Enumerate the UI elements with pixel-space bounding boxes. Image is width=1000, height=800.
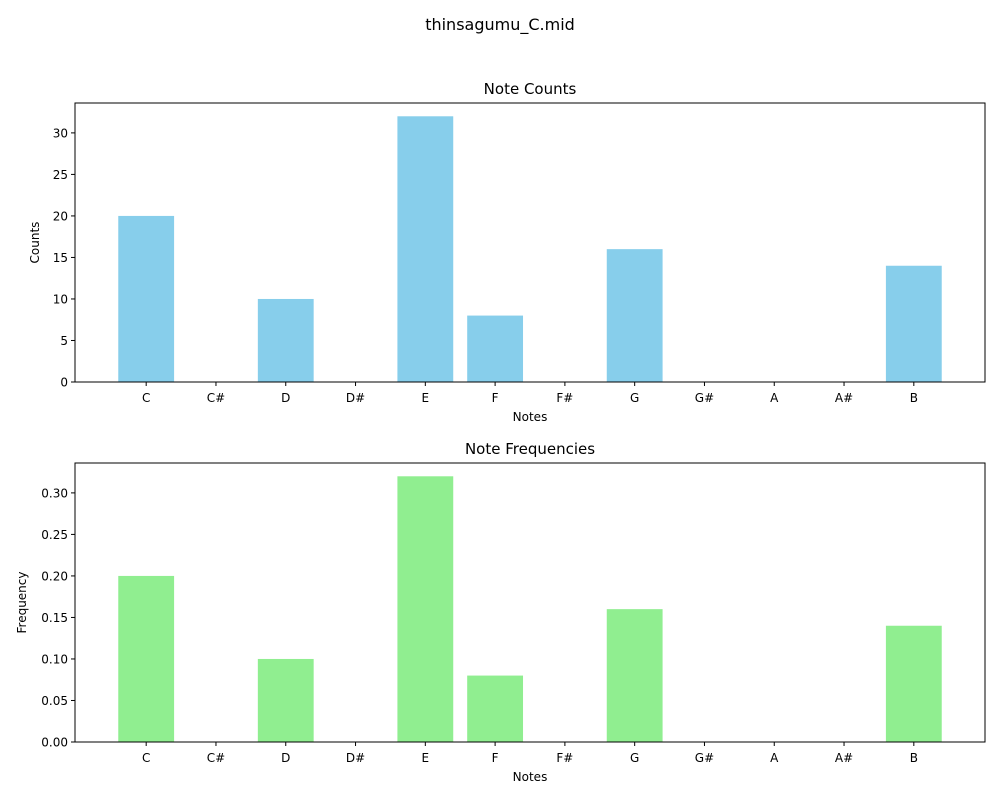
freq-ytick-label-3: 0.15 <box>41 611 68 625</box>
counts-bar-d <box>257 298 314 382</box>
freq-y-axis-label: Frequency <box>15 572 29 634</box>
counts-axes-frame <box>74 102 986 383</box>
freq-xtick-label-g-sharp: G# <box>695 751 714 765</box>
counts-xtick-label-d-sharp: D# <box>346 391 365 405</box>
freq-xtick-label-a-sharp: A# <box>835 751 853 765</box>
figure-suptitle: thinsagumu_C.mid <box>425 15 575 35</box>
freq-x-axis-label: Notes <box>513 770 548 784</box>
freq-bar-c <box>118 575 175 742</box>
counts-ytick-label-5: 25 <box>53 168 68 182</box>
freq-xtick-label-b: B <box>910 751 918 765</box>
counts-bar-f <box>467 315 524 382</box>
counts-ytick-label-4: 20 <box>53 209 68 223</box>
freq-axes-frame <box>74 462 986 743</box>
counts-xtick-label-b: B <box>910 391 918 405</box>
counts-ytick-label-3: 15 <box>53 251 68 265</box>
freq-xtick-label-f-sharp: F# <box>556 751 573 765</box>
counts-xtick-label-g-sharp: G# <box>695 391 714 405</box>
counts-x-axis-label: Notes <box>513 410 548 424</box>
counts-ytick-label-0: 0 <box>60 376 68 390</box>
freq-ytick-label-6: 0.30 <box>41 486 68 500</box>
counts-ytick-label-2: 10 <box>53 292 68 306</box>
counts-xtick-label-a-sharp: A# <box>835 391 853 405</box>
freq-bar-g <box>606 609 663 742</box>
freq-xtick-label-c-sharp: C# <box>207 751 225 765</box>
freq-xtick-label-e: E <box>422 751 430 765</box>
freq-bar-f <box>467 675 524 742</box>
counts-bar-b <box>885 265 942 382</box>
note-frequencies-chart: C C# D D# E F F# G G# A A# B 0.00 0.05 0.10 0.15 0.20 0.2… <box>15 440 986 784</box>
counts-xtick-label-c: C <box>142 391 150 405</box>
freq-ytick-label-5: 0.25 <box>41 528 68 542</box>
counts-xtick-label-d: D <box>281 391 290 405</box>
freq-ytick-label-4: 0.20 <box>41 569 68 583</box>
counts-bar-g <box>606 249 663 382</box>
freq-ytick-label-1: 0.05 <box>41 694 68 708</box>
freq-xtick-label-f: F <box>492 751 499 765</box>
counts-ytick-label-1: 5 <box>60 334 68 348</box>
counts-chart-title: Note Counts <box>484 80 577 98</box>
counts-xtick-label-a: A <box>770 391 779 405</box>
counts-bar-c <box>118 215 175 382</box>
counts-xtick-label-e: E <box>422 391 430 405</box>
note-counts-chart: C C# D D# E F F# G G# A A# B 0 5 10 15 20 25 30 Note Counts… <box>28 80 986 424</box>
freq-xtick-label-a: A <box>770 751 779 765</box>
freq-bar-e <box>397 476 454 742</box>
freq-ytick-label-0: 0.00 <box>41 736 68 750</box>
counts-y-axis-label: Counts <box>28 222 42 264</box>
freq-xtick-label-g: G <box>630 751 639 765</box>
freq-chart-title: Note Frequencies <box>465 440 595 458</box>
freq-ytick-label-2: 0.10 <box>41 652 68 666</box>
counts-xtick-label-c-sharp: C# <box>207 391 225 405</box>
freq-xtick-label-d: D <box>281 751 290 765</box>
freq-bar-d <box>257 658 314 742</box>
freq-bar-b <box>885 625 942 742</box>
counts-xtick-label-f-sharp: F# <box>556 391 573 405</box>
counts-xtick-label-f: F <box>492 391 499 405</box>
freq-xtick-label-c: C <box>142 751 150 765</box>
counts-xtick-label-g: G <box>630 391 639 405</box>
counts-ytick-label-6: 30 <box>53 126 68 140</box>
freq-xtick-label-d-sharp: D# <box>346 751 365 765</box>
counts-bar-e <box>397 116 454 383</box>
